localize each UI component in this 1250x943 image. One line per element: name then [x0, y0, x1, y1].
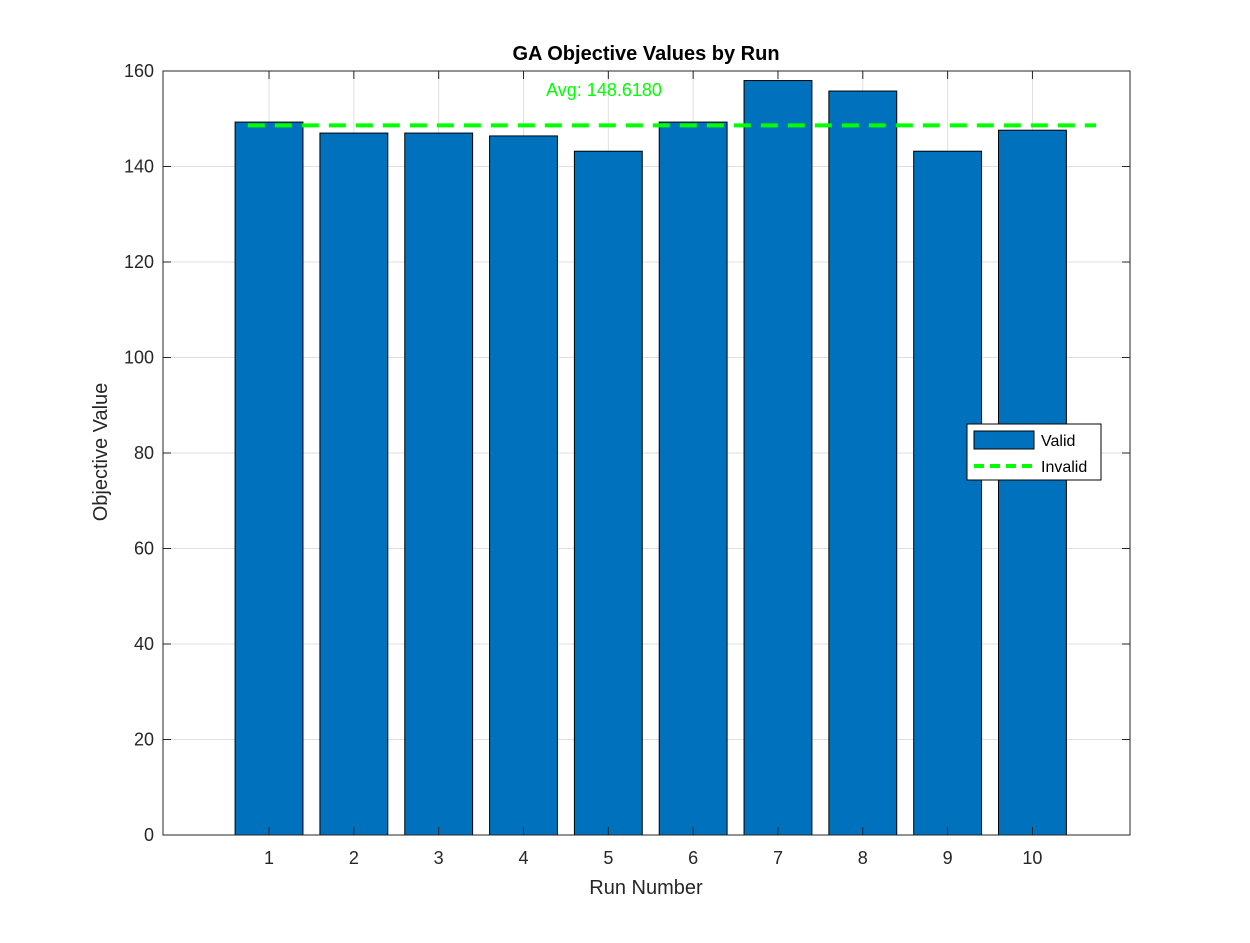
bar: [913, 150, 983, 836]
x-axis-label: Run Number: [589, 877, 703, 899]
x-tick-label: 5: [603, 848, 613, 868]
bar: [234, 121, 304, 836]
x-tick-label: 9: [943, 848, 953, 868]
bar: [743, 80, 813, 836]
chart-title: GA Objective Values by Run: [512, 43, 779, 65]
y-tick-label: 100: [124, 348, 154, 368]
x-tick-label: 4: [518, 848, 528, 868]
y-tick-label: 20: [134, 730, 154, 750]
x-tick-label: 8: [858, 848, 868, 868]
legend-invalid-label: Invalid: [1041, 459, 1087, 476]
bar: [658, 121, 728, 836]
legend: Valid Invalid: [966, 423, 1102, 481]
y-tick-label: 80: [134, 443, 154, 463]
axes: 0 20 40 60 80 100 120 140 160 1 2 3 4 5 6 7 8 9 10: [124, 61, 1131, 868]
bar: [573, 150, 643, 836]
x-tick-label: 2: [349, 848, 359, 868]
y-tick-label: 0: [144, 825, 154, 845]
y-tick-label: 40: [134, 634, 154, 654]
y-tick-label: 60: [134, 539, 154, 559]
y-tick-label: 120: [124, 252, 154, 272]
x-tick-label: 6: [688, 848, 698, 868]
bar: [404, 132, 474, 836]
average-label: Avg: 148.6180: [546, 80, 662, 100]
bar: [998, 129, 1067, 836]
x-tick-label: 1: [264, 848, 274, 868]
legend-valid-label: Valid: [1041, 433, 1075, 450]
bars: [234, 80, 1067, 836]
x-tick-label: 10: [1022, 848, 1042, 868]
legend-valid-swatch: [973, 430, 1035, 450]
y-tick-label: 160: [124, 61, 154, 81]
bar: [828, 90, 898, 836]
bar: [489, 135, 558, 836]
x-tick-label: 3: [434, 848, 444, 868]
x-tick-label: 7: [773, 848, 783, 868]
bar: [319, 132, 389, 836]
y-tick-label: 140: [124, 157, 154, 177]
average-line-group: Avg: 148.6180: [247, 80, 1097, 128]
y-axis-label: Objective Value: [90, 383, 112, 522]
